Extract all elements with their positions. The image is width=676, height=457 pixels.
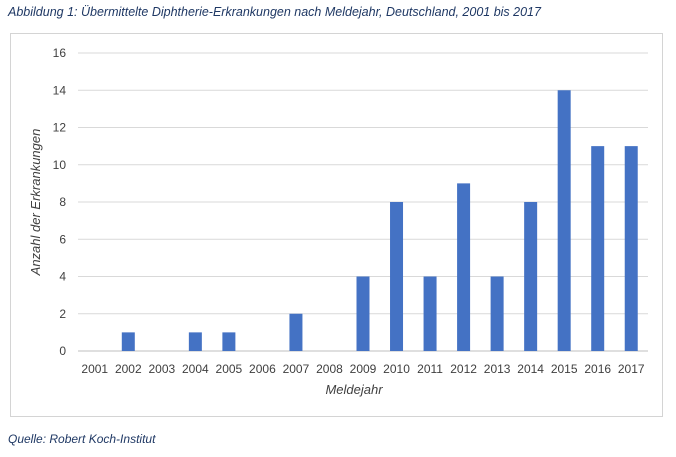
- chart-frame: [10, 33, 663, 417]
- y-tick-label: 8: [59, 195, 66, 209]
- y-axis-ticks: 0 2 4 6 8 10 12 14 16: [53, 46, 67, 358]
- x-tick-label: 2003: [148, 362, 175, 376]
- y-tick-label: 6: [59, 232, 66, 246]
- bar-2005: [222, 332, 236, 351]
- x-tick-label: 2005: [216, 362, 243, 376]
- figure-caption: Abbildung 1: Übermittelte Diphtherie-Erk…: [8, 5, 541, 19]
- x-tick-label: 2016: [584, 362, 611, 376]
- x-tick-label: 2017: [618, 362, 645, 376]
- x-tick-label: 2008: [316, 362, 343, 376]
- x-tick-label: 2010: [383, 362, 410, 376]
- bar-2017: [624, 146, 638, 351]
- source-note: Quelle: Robert Koch-Institut: [8, 432, 156, 446]
- x-tick-label: 2015: [551, 362, 578, 376]
- y-tick-label: 10: [53, 158, 67, 172]
- bar-2011: [423, 276, 437, 351]
- bar-2014: [524, 202, 538, 351]
- y-tick-label: 14: [53, 83, 67, 97]
- y-tick-label: 2: [59, 307, 66, 321]
- bar-2012: [457, 183, 471, 351]
- bar-2002: [121, 332, 135, 351]
- x-axis-ticks: 2001 2002 2003 2004 2005 2006 2007 2008 2009 2010…: [81, 362, 644, 376]
- x-tick-label: 2007: [283, 362, 310, 376]
- y-tick-label: 0: [59, 344, 66, 358]
- y-tick-label: 4: [59, 270, 66, 284]
- x-tick-label: 2006: [249, 362, 276, 376]
- x-tick-label: 2009: [350, 362, 377, 376]
- bar-2010: [390, 202, 404, 351]
- y-axis-title: Anzahl der Erkrankungen: [28, 129, 43, 277]
- bar-2004: [188, 332, 202, 351]
- x-tick-label: 2004: [182, 362, 209, 376]
- x-tick-label: 2014: [517, 362, 544, 376]
- bar-2009: [356, 276, 370, 351]
- x-tick-label: 2013: [484, 362, 511, 376]
- bar-2016: [591, 146, 605, 351]
- x-tick-label: 2011: [417, 362, 443, 376]
- bar-2007: [289, 313, 303, 351]
- x-tick-label: 2002: [115, 362, 142, 376]
- y-tick-label: 16: [53, 46, 67, 60]
- bar-2013: [490, 276, 504, 351]
- x-tick-label: 2012: [450, 362, 477, 376]
- bars: [121, 90, 638, 351]
- x-axis-title: Meldejahr: [325, 382, 383, 397]
- x-tick-label: 2001: [81, 362, 108, 376]
- bar-2015: [557, 90, 571, 351]
- y-tick-label: 12: [53, 121, 67, 135]
